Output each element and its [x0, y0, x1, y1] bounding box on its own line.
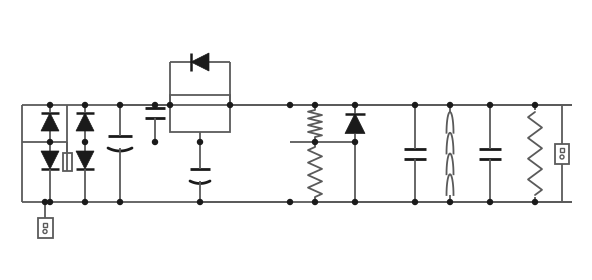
Bar	[37, 218, 53, 238]
Polygon shape	[191, 53, 209, 71]
Bar	[555, 144, 569, 164]
Circle shape	[47, 139, 53, 144]
Circle shape	[47, 200, 53, 204]
Circle shape	[487, 200, 493, 204]
Circle shape	[413, 200, 417, 204]
Circle shape	[352, 102, 358, 108]
Circle shape	[413, 102, 417, 108]
Circle shape	[448, 102, 452, 108]
Circle shape	[198, 200, 202, 204]
Bar	[63, 153, 72, 171]
Bar	[43, 223, 47, 227]
Circle shape	[47, 102, 53, 108]
Polygon shape	[41, 113, 59, 131]
Circle shape	[313, 102, 317, 108]
Circle shape	[352, 200, 358, 204]
Bar	[170, 95, 230, 132]
Bar	[560, 148, 564, 152]
Circle shape	[227, 102, 233, 108]
Circle shape	[153, 139, 157, 144]
Circle shape	[352, 139, 358, 144]
Polygon shape	[345, 113, 365, 134]
Circle shape	[82, 102, 88, 108]
Circle shape	[487, 102, 493, 108]
Circle shape	[153, 102, 157, 108]
Circle shape	[198, 139, 202, 144]
Circle shape	[532, 200, 538, 204]
Polygon shape	[76, 113, 94, 131]
Polygon shape	[76, 151, 94, 169]
Circle shape	[288, 102, 292, 108]
Circle shape	[82, 200, 88, 204]
Circle shape	[43, 200, 47, 204]
Circle shape	[313, 200, 317, 204]
Circle shape	[532, 102, 538, 108]
Circle shape	[168, 102, 172, 108]
Circle shape	[313, 139, 317, 144]
Circle shape	[117, 200, 123, 204]
Circle shape	[448, 200, 452, 204]
Circle shape	[288, 200, 292, 204]
Polygon shape	[41, 151, 59, 169]
Circle shape	[82, 139, 88, 144]
Circle shape	[117, 102, 123, 108]
